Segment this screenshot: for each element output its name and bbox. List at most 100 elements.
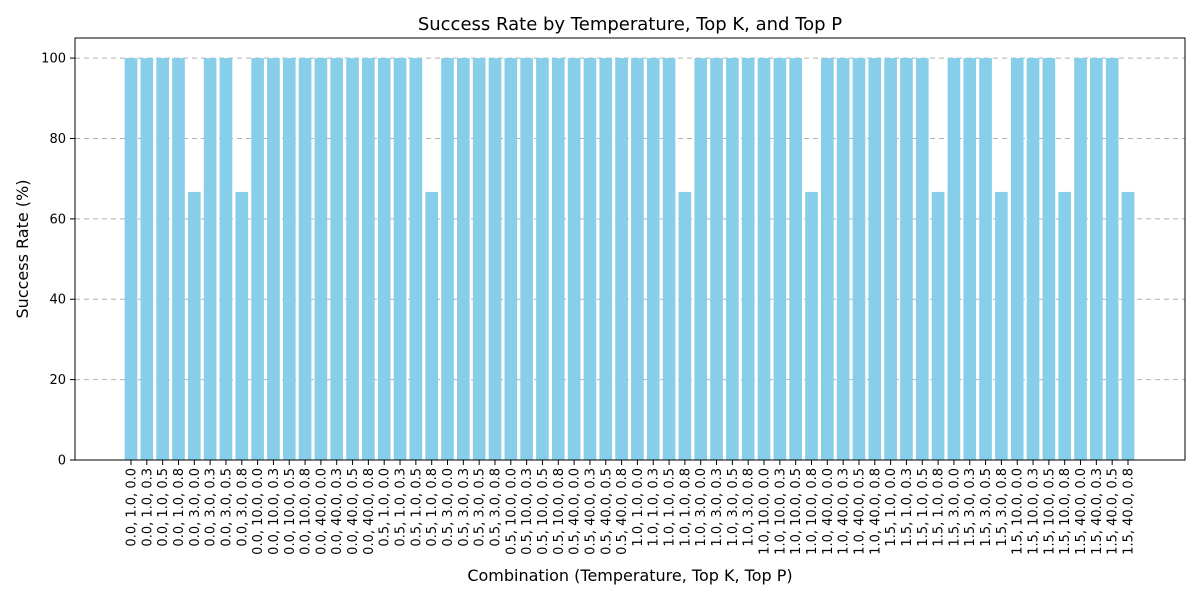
x-tick-label: 0.5, 3.0, 0.5 <box>473 468 488 547</box>
x-tick-label: 1.5, 1.0, 0.5 <box>916 468 931 547</box>
bar <box>203 58 217 460</box>
bar <box>536 58 549 460</box>
x-tick-label: 0.0, 40.0, 0.3 <box>330 468 345 555</box>
bar <box>947 58 961 460</box>
x-tick-label: 1.5, 10.0, 0.8 <box>1058 468 1073 555</box>
bar <box>726 58 739 460</box>
x-tick-label: 0.0, 10.0, 0.8 <box>299 468 314 555</box>
x-tick-label: 1.5, 40.0, 0.5 <box>1106 468 1121 555</box>
chart-title: Success Rate by Temperature, Top K, and … <box>418 14 842 35</box>
x-tick-label: 0.5, 40.0, 0.0 <box>568 468 583 555</box>
bar <box>140 58 154 460</box>
bar <box>789 58 802 460</box>
x-tick-label: 0.5, 3.0, 0.0 <box>441 468 456 547</box>
bar <box>599 58 613 460</box>
x-tick-label: 1.5, 10.0, 0.3 <box>1027 468 1042 555</box>
bar <box>1042 58 1056 460</box>
x-tick-label: 0.5, 1.0, 0.3 <box>394 468 409 547</box>
x-tick-label: 0.5, 1.0, 0.5 <box>409 468 424 547</box>
x-tick-label: 1.5, 3.0, 0.3 <box>963 468 978 547</box>
bar <box>377 58 391 460</box>
bar <box>631 58 644 460</box>
bar <box>520 58 533 460</box>
bar <box>1010 58 1024 460</box>
bar <box>1058 191 1072 461</box>
x-tick-label: 1.5, 40.0, 0.0 <box>1074 468 1089 555</box>
x-tick-label: 0.0, 40.0, 0.8 <box>362 468 377 555</box>
x-tick-label: 1.0, 10.0, 0.5 <box>789 468 804 555</box>
x-tick-label: 0.0, 1.0, 0.0 <box>125 468 140 547</box>
bar <box>267 58 280 460</box>
x-tick-label: 1.0, 1.0, 0.8 <box>678 468 693 547</box>
bar <box>963 58 977 460</box>
x-tick-label: 0.5, 10.0, 0.3 <box>520 468 535 555</box>
x-tick-label: 1.5, 40.0, 0.3 <box>1090 468 1105 555</box>
x-tick-label: 1.0, 3.0, 0.5 <box>726 468 741 547</box>
x-tick-label: 1.0, 10.0, 0.0 <box>758 468 773 555</box>
bar <box>551 58 565 460</box>
bar <box>773 58 787 460</box>
x-tick-label: 1.5, 1.0, 0.3 <box>900 468 915 547</box>
bar <box>1121 191 1135 461</box>
bar <box>187 191 201 461</box>
bar <box>979 58 992 460</box>
x-tick-label: 0.0, 1.0, 0.5 <box>156 468 171 547</box>
y-axis: 0 20 40 60 80 100 <box>41 52 75 469</box>
bar <box>805 191 818 461</box>
x-tick-label: 1.0, 3.0, 0.8 <box>742 468 757 547</box>
bar <box>900 58 913 460</box>
bar <box>472 58 486 460</box>
bar <box>504 58 518 460</box>
bar <box>172 58 185 460</box>
bar <box>156 58 169 460</box>
bar <box>488 58 502 460</box>
x-axis-label: Combination (Temperature, Top K, Top P) <box>467 566 792 585</box>
x-tick-label: 1.0, 1.0, 0.3 <box>647 468 662 547</box>
x-tick-label: 0.5, 10.0, 0.5 <box>536 468 551 555</box>
bar <box>393 58 407 460</box>
x-tick-label: 1.0, 3.0, 0.0 <box>694 468 709 547</box>
y-tick-label: 40 <box>49 293 66 308</box>
x-tick-label: 1.0, 3.0, 0.3 <box>710 468 725 547</box>
y-axis-label: Success Rate (%) <box>13 180 32 319</box>
bar <box>915 58 929 460</box>
bar <box>646 58 660 460</box>
bar <box>124 58 138 460</box>
x-tick-label: 1.5, 3.0, 0.8 <box>995 468 1010 547</box>
x-tick-label: 0.5, 1.0, 0.8 <box>425 468 440 547</box>
bar <box>1026 58 1040 460</box>
bar <box>852 58 866 460</box>
bar <box>314 58 328 460</box>
x-tick-label: 0.0, 1.0, 0.3 <box>140 468 155 547</box>
x-tick-label: 0.0, 3.0, 0.0 <box>188 468 203 547</box>
x-tick-label: 0.0, 40.0, 0.0 <box>314 468 329 555</box>
x-tick-label: 0.5, 1.0, 0.0 <box>378 468 393 547</box>
bar <box>995 191 1008 461</box>
x-tick-label: 1.5, 10.0, 0.0 <box>1011 468 1026 555</box>
bar <box>457 58 470 460</box>
bar <box>567 58 581 460</box>
bar <box>425 191 439 461</box>
x-tick-label: 1.0, 10.0, 0.3 <box>773 468 788 555</box>
bar <box>409 58 423 460</box>
bar <box>330 58 344 460</box>
bar <box>710 58 723 460</box>
bar <box>298 58 312 460</box>
x-tick-label: 1.5, 1.0, 0.0 <box>884 468 899 547</box>
bar <box>282 58 296 460</box>
x-tick-label: 1.0, 40.0, 0.8 <box>868 468 883 555</box>
x-tick-label: 1.5, 1.0, 0.8 <box>932 468 947 547</box>
x-tick-label: 0.5, 3.0, 0.8 <box>488 468 503 547</box>
x-tick-label: 1.0, 10.0, 0.8 <box>805 468 820 555</box>
bar <box>583 58 597 460</box>
x-tick-label: 0.0, 10.0, 0.5 <box>283 468 298 555</box>
x-tick-label: 0.5, 40.0, 0.3 <box>583 468 598 555</box>
y-tick-label: 100 <box>41 52 66 67</box>
x-tick-label: 0.5, 40.0, 0.5 <box>599 468 614 555</box>
bar <box>931 191 945 461</box>
bar <box>741 58 755 460</box>
bar <box>757 58 771 460</box>
bar <box>1074 58 1087 460</box>
bar <box>836 58 850 460</box>
bar <box>694 58 708 460</box>
